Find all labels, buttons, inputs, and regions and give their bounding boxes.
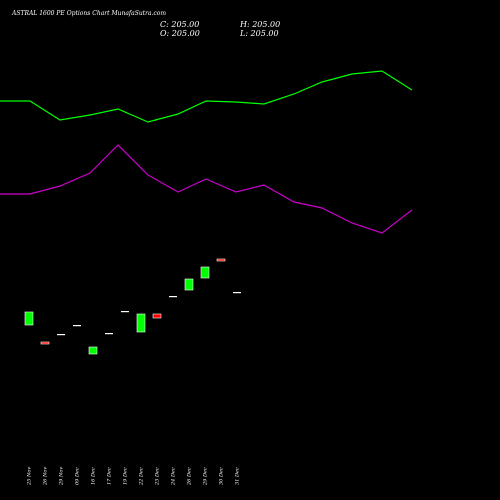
x-tick-label: 29 Nov	[59, 467, 65, 486]
candle-23-dec	[152, 313, 162, 319]
x-tick-label: 22 Dec	[139, 467, 145, 486]
chart-title: ASTRAL 1600 PE Options Chart MunafaSutra…	[11, 10, 166, 17]
candle-22-dec	[136, 313, 146, 333]
candle-29-nov	[57, 334, 65, 336]
x-axis-ticks: 25 Nov 26 Nov 29 Nov 09 Dec 16 Dec 17 Dec 19 D…	[27, 467, 241, 486]
indicator-lines	[0, 70, 413, 234]
candle-30-dec	[216, 258, 226, 262]
x-tick-label: 26 Dec	[187, 467, 193, 486]
candle-09-dec	[73, 325, 81, 327]
candle-24-dec	[169, 296, 177, 298]
x-tick-label: 09 Dec	[75, 467, 81, 485]
indicator-line-1	[0, 70, 413, 123]
candles	[24, 258, 241, 355]
x-tick-label: 30 Dec	[219, 467, 225, 485]
high-value: H: 205.00	[239, 20, 280, 29]
x-tick-label: 19 Dec	[123, 467, 129, 485]
x-tick-label: 24 Dec	[171, 467, 177, 486]
low-value: L: 205.00	[239, 29, 279, 38]
candle-26-dec	[184, 278, 194, 291]
candle-26-nov	[40, 341, 50, 345]
candle-31-dec	[233, 292, 241, 294]
candle-19-dec	[121, 311, 129, 313]
x-tick-label: 31 Dec	[235, 467, 241, 485]
x-tick-label: 16 Dec	[91, 467, 97, 485]
close-value: C: 205.00	[160, 20, 199, 29]
x-tick-label: 25 Nov	[27, 467, 33, 486]
indicator-line-2	[0, 144, 413, 234]
x-tick-label: 23 Dec	[155, 467, 161, 486]
candle-16-dec	[88, 346, 98, 355]
x-tick-label: 26 Nov	[43, 467, 49, 486]
candle-25-nov	[24, 311, 34, 326]
open-value: O: 205.00	[160, 29, 200, 38]
x-tick-label: 17 Dec	[107, 467, 113, 485]
candle-17-dec	[105, 333, 113, 335]
x-tick-label: 29 Dec	[203, 467, 209, 486]
candle-29-dec	[200, 266, 210, 279]
